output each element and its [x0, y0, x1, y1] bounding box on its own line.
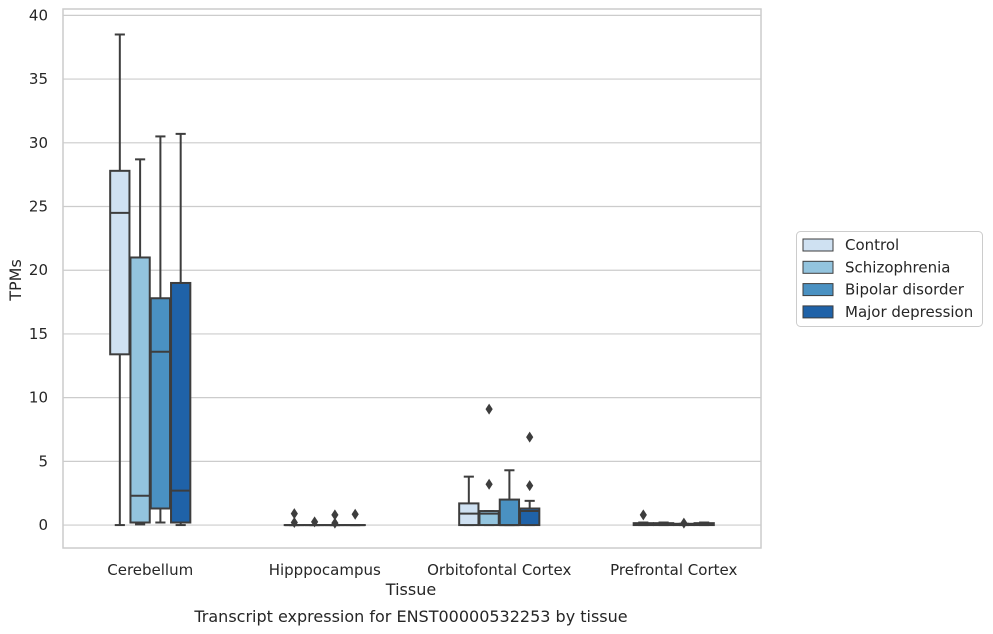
- x-axis-title: Tissue: [385, 580, 436, 599]
- outlier-point: [331, 509, 339, 521]
- box-1-2: [478, 403, 500, 527]
- y-tick-label-40: 40: [29, 6, 48, 24]
- legend-swatch: [802, 238, 834, 252]
- y-axis-ticks: 0 5 10 15 20 25 30 35 40: [29, 6, 48, 534]
- box-1-0: [129, 158, 151, 526]
- legend: Control Schizophrenia Bipolar disorder Majo…: [796, 231, 983, 327]
- outlier-point: [311, 516, 319, 528]
- y-tick-label-0: 0: [38, 516, 48, 534]
- box-0-1: [283, 508, 305, 529]
- x-tick-label: Hipppocampus: [269, 561, 381, 579]
- y-tick-label-30: 30: [29, 134, 48, 152]
- box-body: [149, 297, 172, 510]
- box-body: [109, 169, 131, 356]
- outlier-point: [290, 508, 298, 520]
- outlier-point: [485, 478, 493, 490]
- box-1-3: [652, 521, 675, 527]
- box-body: [170, 281, 192, 524]
- y-tick-label-35: 35: [29, 70, 48, 88]
- legend-swatch: [802, 305, 834, 319]
- box-0-2: [458, 475, 480, 527]
- box-3-1: [344, 508, 366, 527]
- outlier-point: [485, 403, 493, 415]
- y-tick-label-20: 20: [29, 261, 48, 279]
- outlier-point: [526, 431, 534, 443]
- outlier-point: [351, 508, 359, 520]
- legend-label: Major depression: [845, 303, 973, 321]
- x-axis-ticks: Cerebellum Hipppocampus Orbitofontal Corte…: [107, 561, 737, 579]
- box-3-2: [519, 431, 541, 527]
- box-0-0: [109, 33, 131, 527]
- outlier-point: [526, 480, 534, 492]
- box-body: [129, 256, 151, 524]
- x-tick-label: Orbitofontal Cortex: [427, 561, 571, 579]
- legend-swatch: [802, 260, 834, 274]
- box-body: [498, 498, 521, 527]
- outlier-point: [680, 517, 688, 529]
- legend-label: Control: [845, 236, 899, 254]
- y-tick-label-5: 5: [38, 452, 48, 470]
- y-tick-label-10: 10: [29, 389, 48, 407]
- box-groups: [109, 33, 715, 529]
- legend-label: Schizophrenia: [845, 258, 950, 276]
- outlier-point: [290, 517, 298, 529]
- box-body: [519, 507, 541, 527]
- x-tick-label: Cerebellum: [107, 561, 193, 579]
- y-axis-title: TPMs: [6, 259, 25, 302]
- box-2-2: [498, 469, 521, 527]
- legend-label: Bipolar disorder: [845, 281, 965, 299]
- box-2-1: [324, 509, 346, 529]
- y-tick-label-15: 15: [29, 325, 48, 343]
- outlier-point: [639, 509, 647, 521]
- box-1-1: [303, 516, 326, 528]
- x-tick-label: Prefrontal Cortex: [610, 561, 737, 579]
- chart-caption: Transcript expression for ENST0000053225…: [193, 607, 627, 626]
- legend-swatch: [802, 283, 834, 297]
- y-tick-label-25: 25: [29, 198, 48, 216]
- box-3-3: [693, 521, 715, 527]
- legend-frame: [796, 231, 983, 327]
- outlier-point: [331, 517, 339, 529]
- box-3-0: [170, 132, 192, 527]
- box-2-3: [673, 517, 695, 529]
